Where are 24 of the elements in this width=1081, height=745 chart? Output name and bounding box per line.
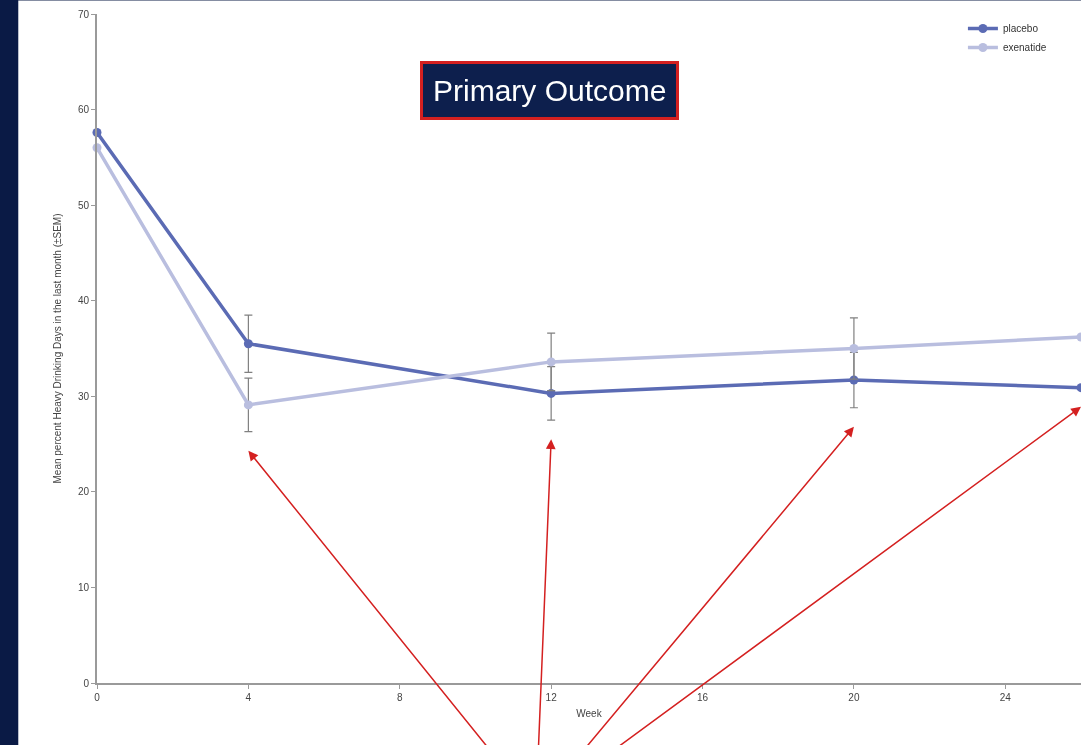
point — [849, 344, 859, 353]
y-tick-label: 10 — [77, 581, 90, 593]
y-tick-label: 70 — [77, 8, 90, 20]
x-tick-label: 12 — [545, 692, 558, 703]
y-tick-label: 30 — [77, 390, 90, 402]
y-tick-label: 40 — [77, 295, 90, 307]
y-tick-label: 60 — [77, 104, 90, 116]
y-axis-title: Mean percent Heavy Drinking Days in the last month (±SEM) — [52, 213, 64, 484]
point — [243, 400, 253, 410]
x-tick-label: 20 — [848, 692, 860, 703]
y-tick-label: 50 — [77, 199, 90, 211]
x-tick-label: 4 — [245, 692, 252, 703]
legend-label: placebo — [1002, 23, 1039, 35]
y-tick-label: 20 — [77, 486, 90, 498]
y-tick-label: 0 — [83, 677, 90, 689]
x-tick-label: 24 — [999, 692, 1012, 703]
legend-label: exenatide — [1002, 42, 1047, 54]
x-tick-label: 0 — [94, 692, 101, 703]
x-tick-label: 16 — [696, 692, 709, 703]
point — [243, 339, 253, 349]
x-axis-title: Week — [576, 708, 603, 719]
x-tick-label: 8 — [396, 692, 403, 703]
point — [546, 357, 556, 367]
text: Primary Outcome — [433, 74, 667, 107]
